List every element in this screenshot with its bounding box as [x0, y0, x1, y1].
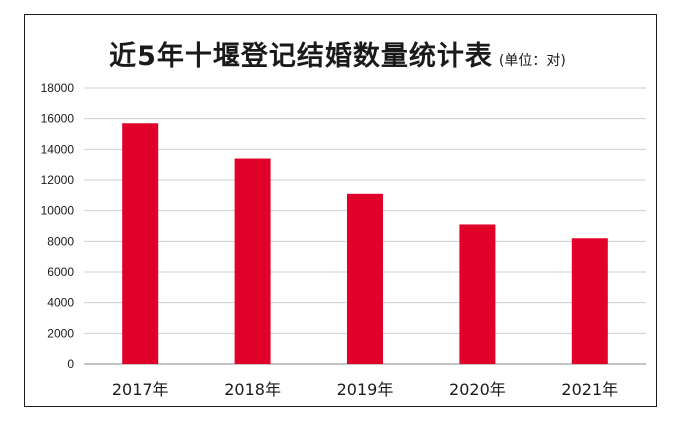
- y-tick-label: 4000: [47, 296, 74, 310]
- chart-title-block: 近5年十堰登记结婚数量统计表 (单位：对): [0, 34, 675, 73]
- x-tick-label: 2020年: [449, 380, 506, 399]
- y-tick-label: 14000: [41, 142, 75, 156]
- bar: [234, 158, 271, 364]
- x-tick-label: 2021年: [561, 380, 618, 399]
- bar: [459, 224, 496, 364]
- y-tick-label: 10000: [41, 204, 75, 218]
- x-tick-label: 2018年: [224, 380, 281, 399]
- y-tick-label: 16000: [41, 112, 75, 126]
- bar: [347, 193, 383, 364]
- y-tick-label: 12000: [41, 173, 75, 187]
- y-tick-label: 18000: [41, 81, 75, 95]
- y-tick-label: 0: [67, 357, 74, 371]
- bar: [571, 238, 608, 364]
- chart-title: 近5年十堰登记结婚数量统计表: [109, 41, 493, 72]
- chart-unit-label: (单位：对): [498, 53, 566, 69]
- x-tick-label: 2019年: [337, 380, 394, 399]
- bar: [122, 123, 159, 365]
- x-tick-label: 2017年: [112, 380, 169, 399]
- y-tick-label: 6000: [47, 265, 74, 279]
- y-tick-label: 8000: [47, 234, 74, 248]
- y-tick-label: 2000: [47, 326, 74, 340]
